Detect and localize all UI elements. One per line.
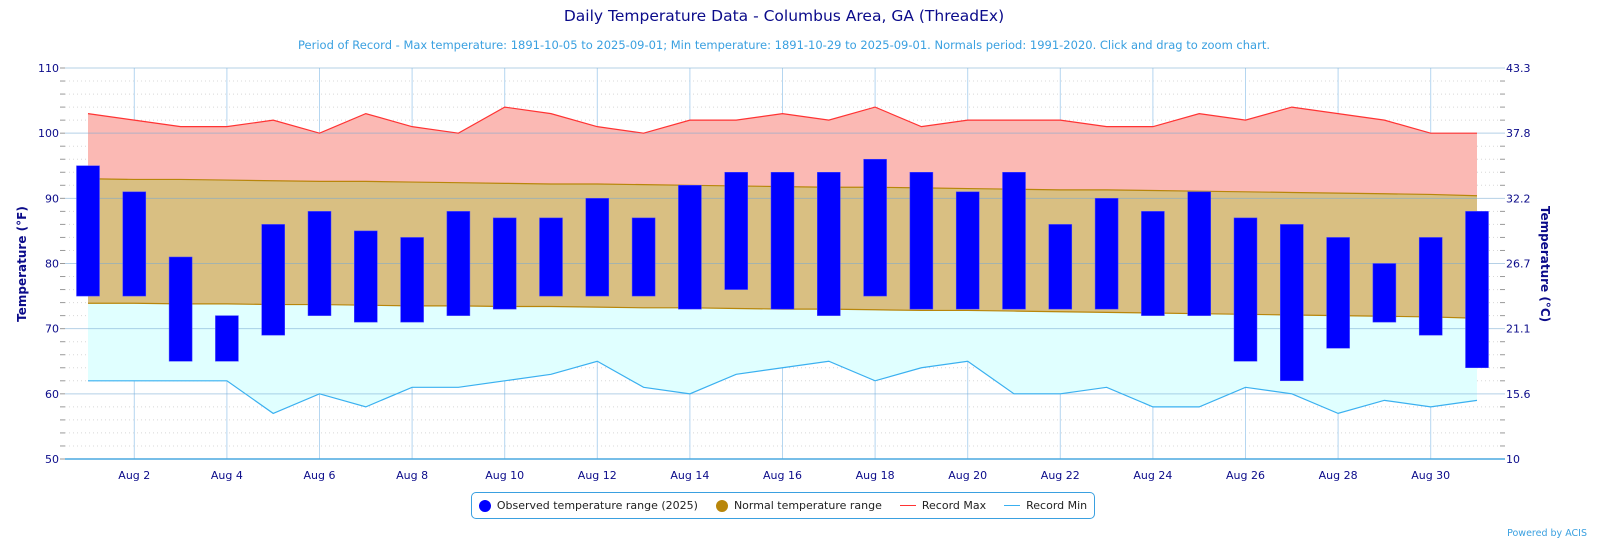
record-max-line [87, 106, 1477, 134]
y-tick-label: 60 [45, 388, 59, 401]
powered-by-link[interactable]: Powered by ACIS [1507, 528, 1587, 539]
observed-bar[interactable] [909, 172, 934, 310]
x-tick-label: Aug 14 [670, 469, 709, 482]
observed-bar[interactable] [1094, 198, 1119, 310]
normal-dot-icon [715, 499, 728, 512]
observed-bar[interactable] [1141, 211, 1165, 316]
legend-item-observed[interactable]: Observed temperature range (2025) [478, 499, 698, 512]
observed-bar[interactable] [1233, 217, 1258, 362]
observed-bar[interactable] [307, 211, 332, 316]
observed-bar[interactable] [1187, 191, 1211, 316]
y-right-tick-label: 37.8 [1506, 127, 1531, 140]
record-min-area [88, 303, 1477, 414]
x-tick-label: Aug 2 [118, 469, 150, 482]
x-tick-label: Aug 22 [1041, 469, 1080, 482]
observed-bar[interactable] [492, 217, 517, 310]
x-tick-label: Aug 28 [1319, 469, 1358, 482]
y-axis-title: Temperature (°F) [15, 206, 29, 322]
y-right-tick-label: 15.6 [1506, 388, 1531, 401]
record-min-line-icon [1004, 505, 1021, 506]
x-tick-label: Aug 16 [763, 469, 802, 482]
y-right-tick-label: 32.2 [1506, 192, 1531, 205]
observed-bar[interactable] [1465, 211, 1489, 369]
legend-label: Observed temperature range (2025) [496, 499, 698, 512]
x-tick-label: Aug 30 [1411, 469, 1450, 482]
x-tick-label: Aug 18 [856, 469, 895, 482]
y-tick-label: 100 [38, 127, 59, 140]
y-tick-label: 80 [45, 258, 59, 271]
observed-bar[interactable] [539, 217, 563, 297]
observed-bar[interactable] [215, 315, 239, 362]
x-tick-label: Aug 24 [1133, 469, 1172, 482]
y-tick-label: 70 [45, 323, 59, 336]
record-max-line-icon [899, 505, 916, 506]
observed-bar[interactable] [863, 158, 887, 297]
observed-bar[interactable] [354, 230, 378, 323]
legend-item-record-min[interactable]: Record Min [1004, 499, 1087, 512]
observed-dot-icon [478, 499, 491, 512]
chart-title: Daily Temperature Data - Columbus Area, … [563, 7, 1005, 25]
observed-bar[interactable] [1048, 224, 1073, 310]
observed-bar[interactable] [168, 256, 193, 362]
x-tick-label: Aug 4 [211, 469, 243, 482]
observed-bar[interactable] [1280, 224, 1304, 382]
observed-bar[interactable] [817, 172, 841, 316]
observed-bar[interactable] [770, 172, 795, 310]
y-right-tick-label: 26.7 [1506, 258, 1531, 271]
observed-bar[interactable] [585, 198, 610, 297]
y-right-tick-label: 10 [1506, 453, 1520, 466]
record-min-line [88, 360, 1478, 415]
legend-label: Record Max [921, 499, 987, 512]
observed-bar[interactable] [724, 172, 748, 290]
observed-bar[interactable] [955, 191, 980, 310]
observed-bar[interactable] [631, 217, 656, 297]
chart-legend: Observed temperature range (2025) Normal… [471, 492, 1095, 519]
observed-bar[interactable] [678, 185, 702, 310]
observed-bar[interactable] [1418, 237, 1443, 336]
legend-item-record-max[interactable]: Record Max [899, 499, 987, 512]
legend-label: Normal temperature range [733, 499, 882, 512]
x-tick-label: Aug 8 [396, 469, 428, 482]
x-tick-label: Aug 20 [948, 469, 987, 482]
observed-bar[interactable] [76, 165, 100, 297]
record-max-area [88, 107, 1477, 196]
observed-bar[interactable] [1002, 172, 1026, 310]
x-tick-label: Aug 10 [485, 469, 524, 482]
observed-bar[interactable] [1372, 263, 1397, 323]
y-right-tick-label: 21.1 [1506, 323, 1531, 336]
y-right-tick-label: 43.3 [1506, 62, 1531, 75]
chart-subtitle: Period of Record - Max temperature: 1891… [298, 38, 1270, 52]
legend-item-normal[interactable]: Normal temperature range [715, 499, 882, 512]
y-tick-label: 110 [38, 62, 59, 75]
x-tick-label: Aug 12 [578, 469, 617, 482]
x-tick-label: Aug 6 [304, 469, 336, 482]
y-tick-label: 50 [45, 453, 59, 466]
observed-bar[interactable] [400, 237, 424, 323]
observed-bar[interactable] [122, 191, 147, 297]
y-right-axis-title: Temperature (°C) [1538, 206, 1552, 322]
y-tick-label: 90 [45, 192, 59, 205]
legend-label: Record Min [1026, 499, 1088, 512]
observed-bar[interactable] [261, 224, 285, 336]
x-tick-label: Aug 26 [1226, 469, 1265, 482]
observed-bar[interactable] [446, 211, 471, 316]
observed-bar[interactable] [1326, 237, 1350, 349]
